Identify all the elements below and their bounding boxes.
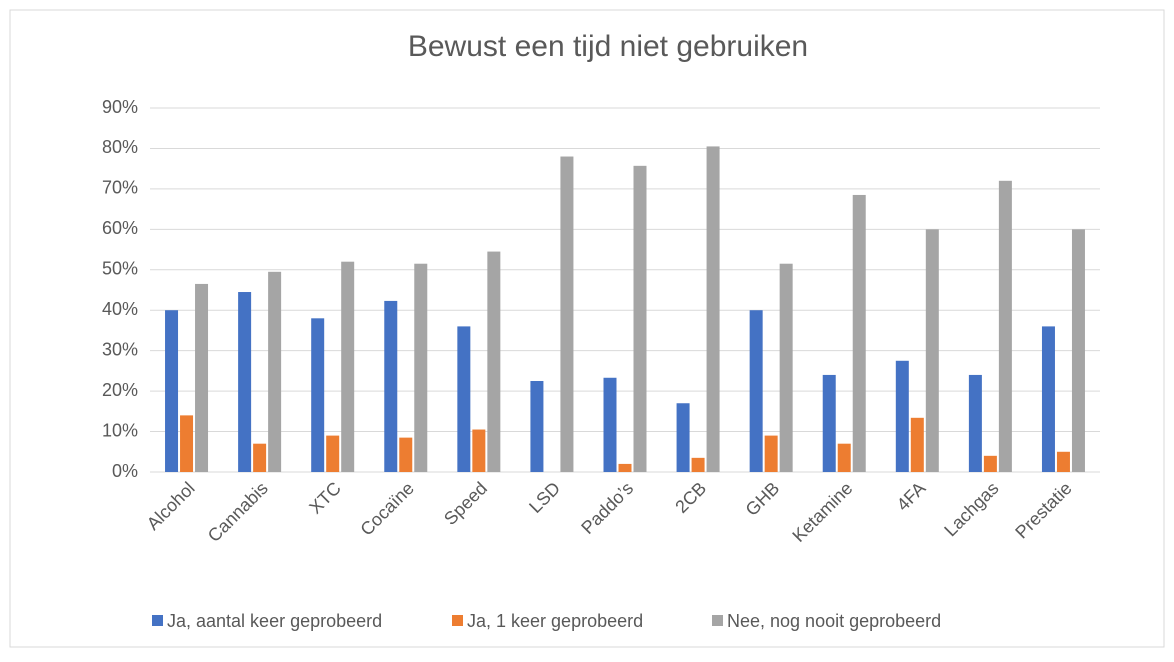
- chart-border: [9, 9, 1165, 648]
- bar: [384, 300, 398, 472]
- bar: [691, 457, 705, 472]
- bar: [414, 263, 428, 472]
- bar: [530, 381, 544, 472]
- bar: [706, 146, 720, 472]
- y-tick-label: 90%: [102, 97, 138, 117]
- bar: [399, 437, 413, 472]
- bar: [983, 455, 997, 472]
- bar: [618, 463, 632, 472]
- bar: [311, 318, 325, 472]
- y-tick-label: 10%: [102, 420, 138, 440]
- bar: [852, 194, 866, 472]
- bar: [749, 310, 763, 472]
- bar: [165, 310, 179, 472]
- y-tick-label: 40%: [102, 299, 138, 319]
- y-tick-label: 60%: [102, 218, 138, 238]
- bar: [487, 251, 501, 472]
- bar: [238, 292, 252, 472]
- bar: [1041, 326, 1055, 472]
- bar: [998, 180, 1012, 473]
- y-tick-label: 80%: [102, 137, 138, 157]
- bar: [676, 403, 690, 472]
- bar: [633, 165, 647, 472]
- bar: [472, 429, 486, 472]
- bar: [910, 417, 924, 472]
- bar: [779, 263, 793, 472]
- bar: [326, 435, 340, 472]
- y-tick-label: 20%: [102, 380, 138, 400]
- y-tick-label: 50%: [102, 259, 138, 279]
- bar: [195, 283, 209, 472]
- bar: [822, 374, 836, 472]
- bar: [268, 271, 282, 472]
- legend-swatch: [712, 615, 723, 626]
- y-tick-label: 70%: [102, 178, 138, 198]
- bar: [560, 156, 574, 473]
- bar: [603, 377, 617, 472]
- bar: [341, 261, 355, 472]
- legend-label: Nee, nog nooit geprobeerd: [727, 611, 941, 631]
- legend-label: Ja, aantal keer geprobeerd: [167, 611, 382, 631]
- y-tick-label: 30%: [102, 339, 138, 359]
- bar: [457, 326, 471, 472]
- bar: [1071, 229, 1085, 472]
- legend-swatch: [152, 615, 163, 626]
- bar: [925, 229, 939, 472]
- bar: [180, 415, 194, 472]
- bar: [764, 435, 778, 472]
- legend-swatch: [452, 615, 463, 626]
- bar: [1056, 451, 1070, 472]
- bar: [837, 443, 851, 472]
- bar: [968, 374, 982, 472]
- y-tick-label: 0%: [112, 461, 138, 481]
- chart-title: Bewust een tijd niet gebruiken: [408, 30, 808, 63]
- bar: [895, 360, 909, 472]
- legend-label: Ja, 1 keer geprobeerd: [467, 611, 643, 631]
- bar: [253, 443, 267, 472]
